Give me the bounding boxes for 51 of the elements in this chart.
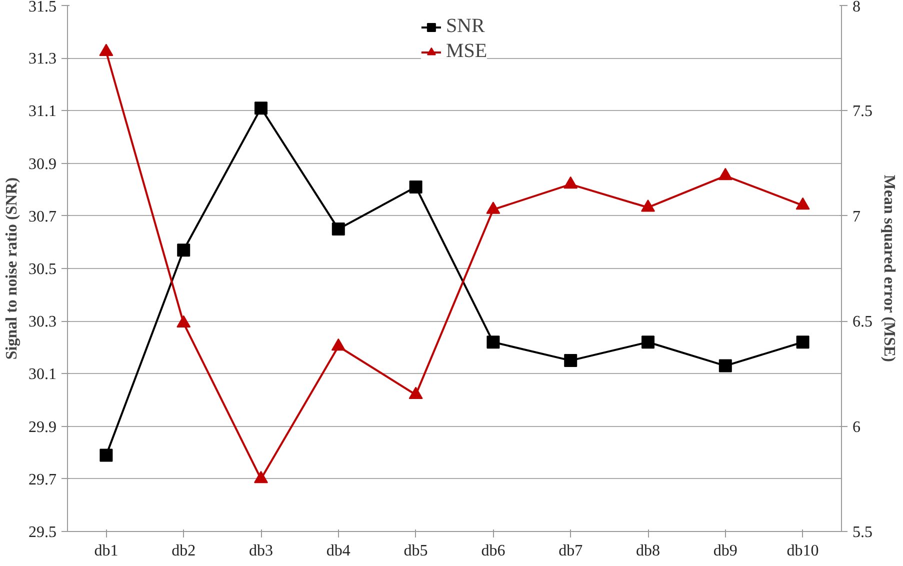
y-tick-label: 30.7	[28, 208, 56, 226]
point	[99, 44, 114, 56]
x-tick-label: db7	[558, 542, 583, 560]
y-tick-label: 29.7	[28, 471, 56, 488]
x-tick-label: db10	[786, 542, 819, 560]
y-tick-label: 29.9	[28, 418, 56, 436]
y-tick-label: 29.5	[28, 524, 56, 541]
point	[718, 168, 732, 180]
legend-label: SNR	[446, 15, 485, 38]
point	[254, 102, 268, 115]
point	[486, 336, 500, 349]
point	[332, 222, 345, 236]
point	[796, 197, 810, 210]
point	[177, 244, 190, 257]
legend-label: MSE	[446, 40, 488, 63]
point	[641, 199, 655, 212]
x-tick-label: db8	[636, 542, 660, 560]
point	[718, 359, 732, 372]
y2-tick-label: 7.5	[852, 103, 872, 120]
point	[100, 448, 113, 462]
point	[642, 336, 654, 349]
y2-tick-label: 6.5	[852, 314, 872, 331]
y-axis-title: Signal to noise ratio (SNR)	[4, 177, 20, 360]
x-tick-label: db5	[404, 542, 428, 560]
y-tick-label: 30.3	[28, 314, 56, 331]
y-tick-label: 30.1	[28, 366, 56, 384]
y-tick-label: 31.1	[28, 103, 56, 120]
x-tick-label: db1	[94, 542, 118, 560]
x-tick-label: db9	[713, 542, 738, 560]
y2-tick-label: 8	[852, 0, 860, 16]
point	[409, 180, 422, 194]
y-tick-label: 30.9	[28, 156, 56, 173]
x-tick-label: db6	[481, 542, 506, 560]
x-tick-label: db2	[172, 542, 196, 560]
point	[796, 336, 810, 349]
y-tick-label: 31.5	[28, 0, 56, 16]
y-tick-label: 31.3	[28, 50, 56, 68]
y2-tick-label: 7	[852, 208, 860, 226]
x-tick-label: db4	[326, 542, 350, 560]
point	[254, 470, 268, 484]
point	[564, 176, 578, 189]
x-tick-label: db3	[249, 542, 273, 560]
point	[486, 202, 500, 214]
y2-tick-label: 5.5	[852, 524, 872, 541]
y2-axis-title: Mean squared error (MSE)	[880, 174, 898, 362]
point	[408, 386, 423, 399]
y-tick-label: 30.5	[28, 261, 56, 278]
point	[564, 354, 578, 368]
point	[176, 315, 191, 328]
y2-tick-label: 6	[852, 418, 860, 436]
point	[331, 338, 346, 351]
